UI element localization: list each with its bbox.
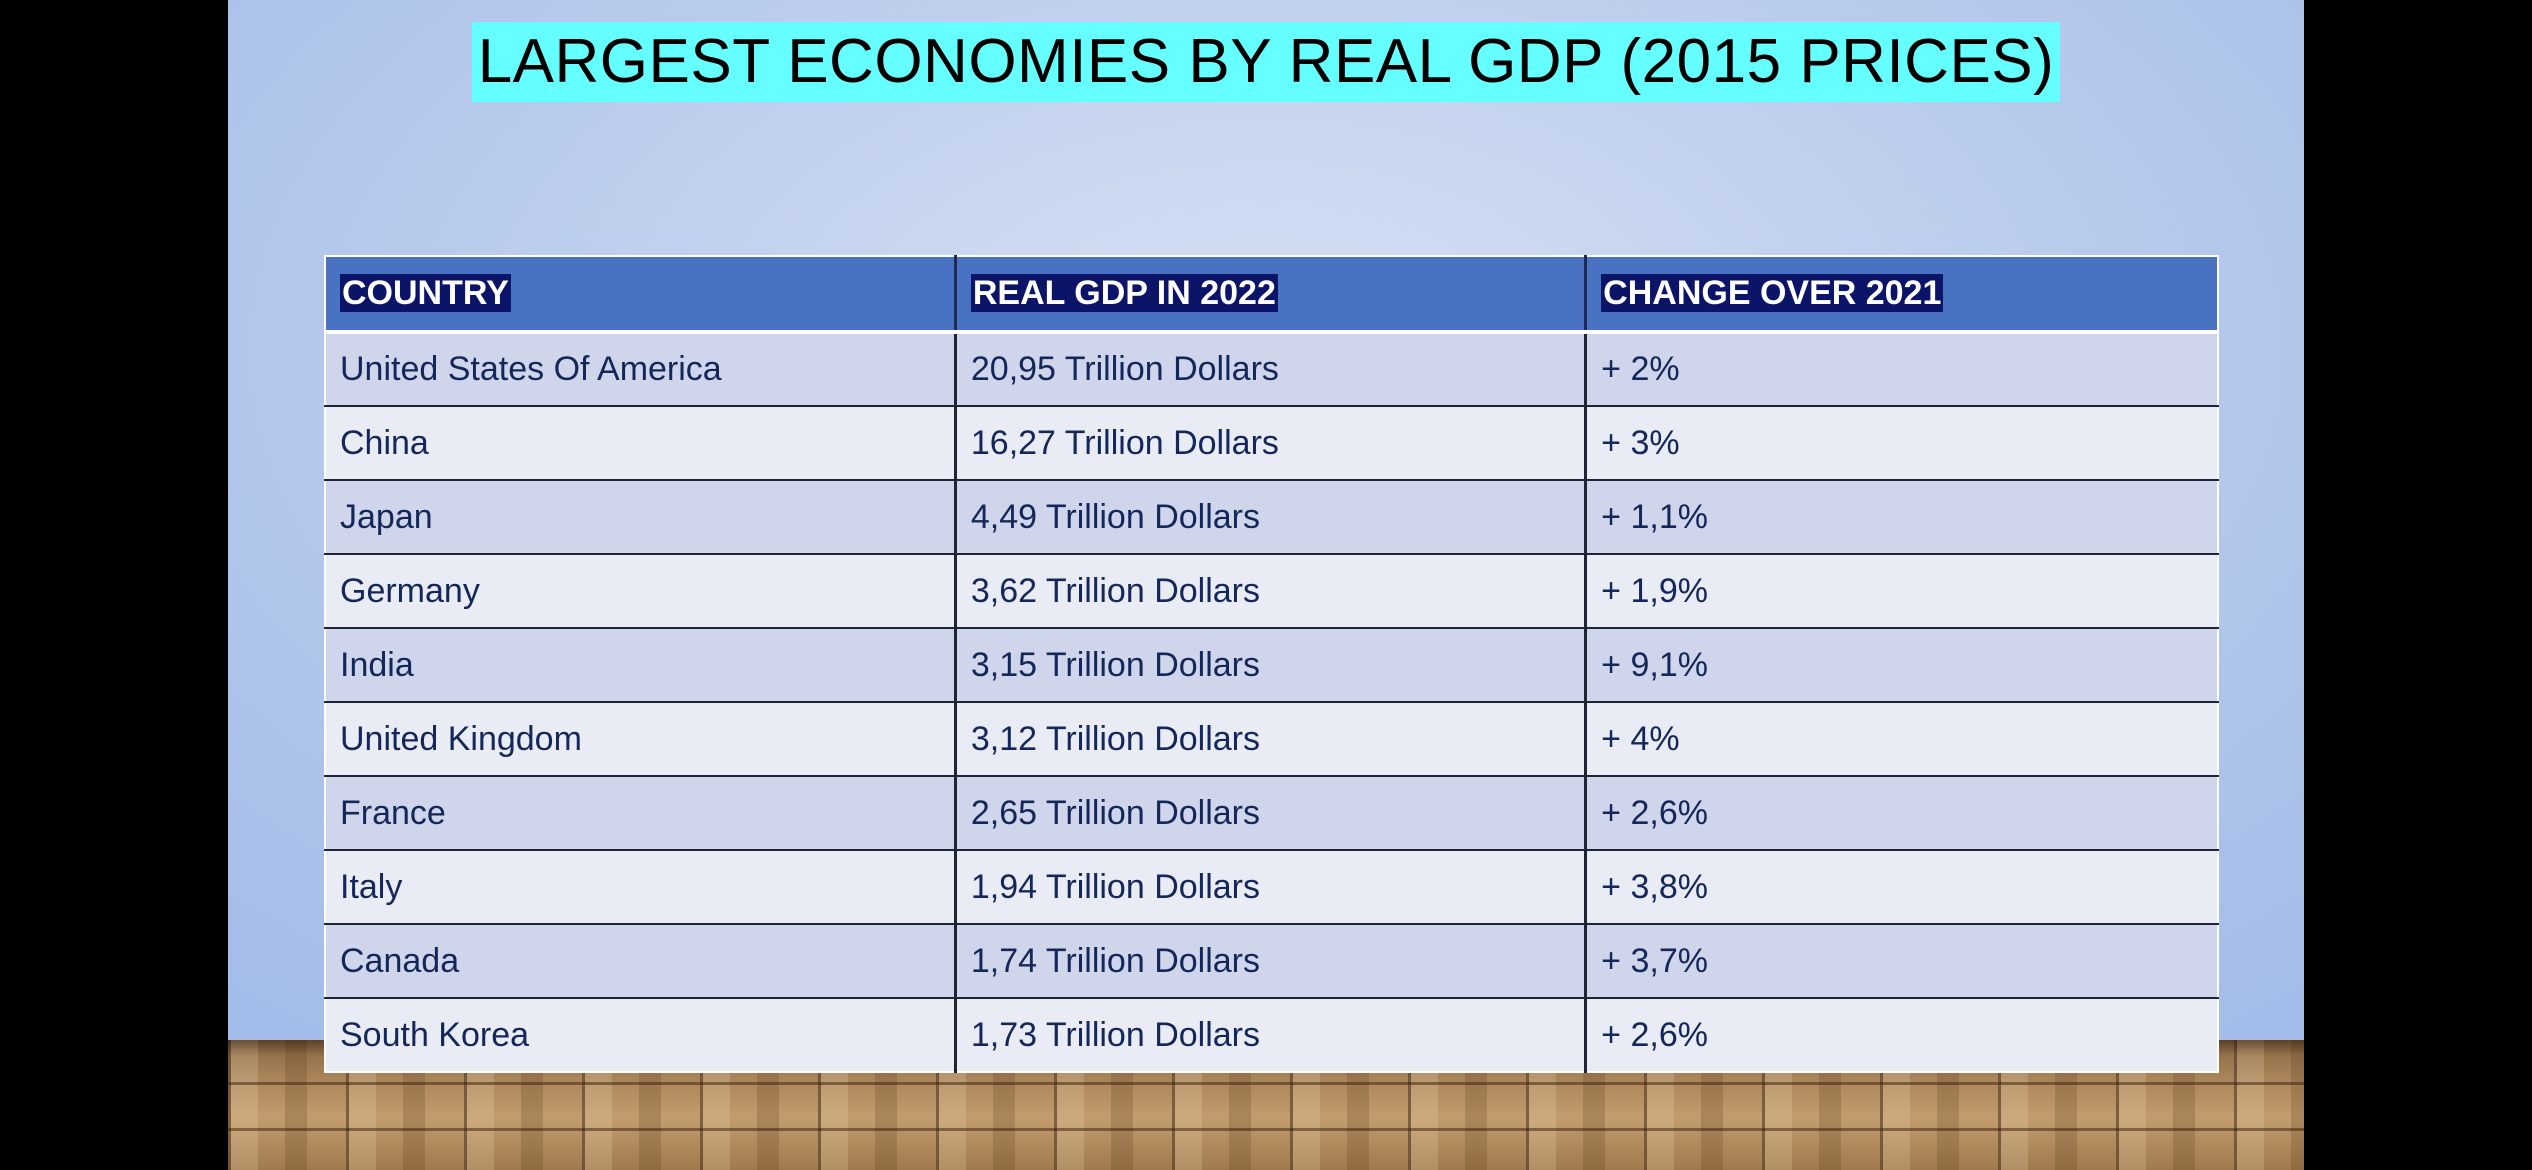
cell-real-gdp: 1,73 Trillion Dollars xyxy=(953,997,1586,1072)
table-row: Canada 1,74 Trillion Dollars + 3,7% xyxy=(325,923,2218,998)
cell-change: + 3% xyxy=(1584,405,2218,480)
header-real-gdp: REAL GDP IN 2022 xyxy=(953,256,1586,334)
cell-change: + 9,1% xyxy=(1584,627,2218,702)
table-row: Italy 1,94 Trillion Dollars + 3,8% xyxy=(325,849,2218,924)
cell-change: + 4% xyxy=(1584,701,2218,776)
header-change-label: CHANGE OVER 2021 xyxy=(1601,274,1944,312)
cell-country: United States Of America xyxy=(325,332,956,406)
cell-country: India xyxy=(325,627,956,702)
cell-country: Japan xyxy=(325,479,956,554)
slide-title: LARGEST ECONOMIES BY REAL GDP (2015 PRIC… xyxy=(471,22,2061,102)
cell-real-gdp: 3,62 Trillion Dollars xyxy=(953,553,1586,628)
table-row: Germany 3,62 Trillion Dollars + 1,9% xyxy=(325,553,2218,628)
table-row: France 2,65 Trillion Dollars + 2,6% xyxy=(325,775,2218,850)
table-header-row: COUNTRY REAL GDP IN 2022 CHANGE OVER 202… xyxy=(325,256,2218,334)
cell-country: United Kingdom xyxy=(325,701,956,776)
cell-real-gdp: 3,15 Trillion Dollars xyxy=(953,627,1586,702)
cell-country: Canada xyxy=(325,923,956,998)
title-container: LARGEST ECONOMIES BY REAL GDP (2015 PRIC… xyxy=(228,22,2304,102)
slide: LARGEST ECONOMIES BY REAL GDP (2015 PRIC… xyxy=(228,0,2304,1170)
table-row: India 3,15 Trillion Dollars + 9,1% xyxy=(325,627,2218,702)
table-header: COUNTRY REAL GDP IN 2022 CHANGE OVER 202… xyxy=(325,256,2218,334)
header-real-gdp-label: REAL GDP IN 2022 xyxy=(970,274,1278,312)
table-row: United States Of America 20,95 Trillion … xyxy=(325,332,2218,406)
cell-real-gdp: 4,49 Trillion Dollars xyxy=(953,479,1586,554)
cell-change: + 3,8% xyxy=(1584,849,2218,924)
cell-real-gdp: 2,65 Trillion Dollars xyxy=(953,775,1586,850)
floor-seam xyxy=(228,1128,2304,1131)
cell-country: South Korea xyxy=(325,997,956,1072)
table-row: United Kingdom 3,12 Trillion Dollars + 4… xyxy=(325,701,2218,776)
table-row: China 16,27 Trillion Dollars + 3% xyxy=(325,405,2218,480)
cell-change: + 2% xyxy=(1584,332,2218,406)
floor-seam xyxy=(228,1082,2304,1085)
header-country-label: COUNTRY xyxy=(340,274,511,312)
cell-country: France xyxy=(325,775,956,850)
cell-change: + 1,9% xyxy=(1584,553,2218,628)
header-change: CHANGE OVER 2021 xyxy=(1584,256,2218,334)
cell-change: + 2,6% xyxy=(1584,775,2218,850)
table-row: Japan 4,49 Trillion Dollars + 1,1% xyxy=(325,479,2218,554)
cell-real-gdp: 3,12 Trillion Dollars xyxy=(953,701,1586,776)
cell-country: China xyxy=(325,405,956,480)
cell-real-gdp: 16,27 Trillion Dollars xyxy=(953,405,1586,480)
cell-country: Italy xyxy=(325,849,956,924)
cell-change: + 3,7% xyxy=(1584,923,2218,998)
cell-real-gdp: 20,95 Trillion Dollars xyxy=(953,332,1586,406)
table-body: United States Of America 20,95 Trillion … xyxy=(325,332,2218,1072)
cell-real-gdp: 1,74 Trillion Dollars xyxy=(953,923,1586,998)
table-row: South Korea 1,73 Trillion Dollars + 2,6% xyxy=(325,997,2218,1072)
header-country: COUNTRY xyxy=(325,256,956,334)
cell-change: + 1,1% xyxy=(1584,479,2218,554)
cell-real-gdp: 1,94 Trillion Dollars xyxy=(953,849,1586,924)
cell-country: Germany xyxy=(325,553,956,628)
gdp-table: COUNTRY REAL GDP IN 2022 CHANGE OVER 202… xyxy=(324,255,2219,1073)
cell-change: + 2,6% xyxy=(1584,997,2218,1072)
